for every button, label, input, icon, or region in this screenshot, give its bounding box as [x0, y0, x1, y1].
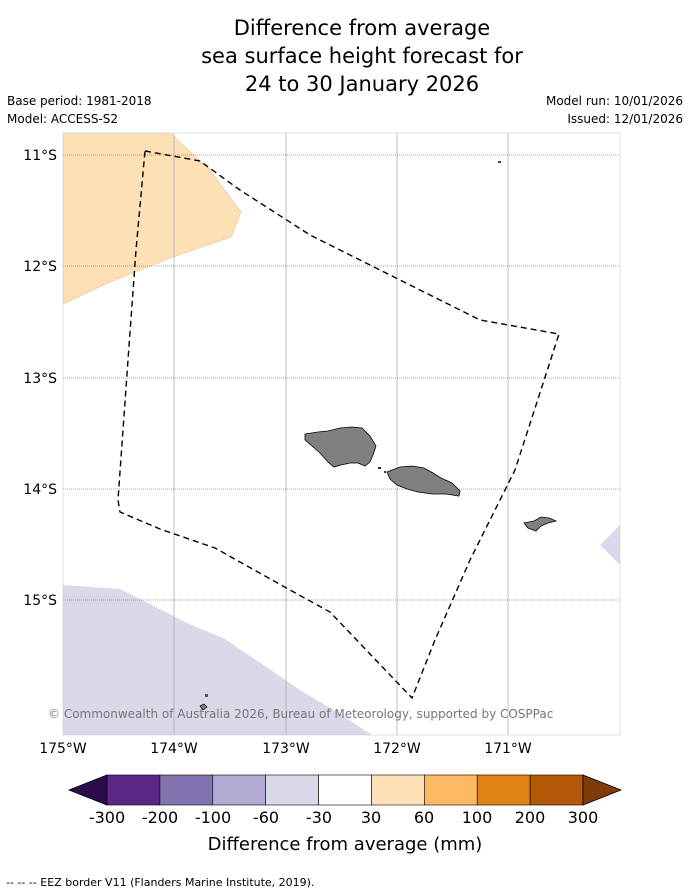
colorbar-segment [529, 774, 584, 806]
manono-islet [378, 467, 381, 469]
colorbar-ticks: -300 -200 -100 -60 -30 30 60 100 200 300 [89, 808, 598, 827]
title-line-2: sea surface height forecast for [201, 44, 523, 68]
map-frame [62, 132, 621, 736]
colorbar-extend-min [67, 774, 108, 806]
lat-label-11s: 11°S [23, 148, 57, 164]
negative-anomaly-region [63, 585, 372, 735]
lon-label-175w: 175°W [39, 741, 87, 757]
cbar-tick: 100 [462, 808, 493, 827]
cbar-tick: 60 [414, 808, 434, 827]
lon-label-172w: 172°W [373, 741, 421, 757]
colorbar-segment [212, 774, 266, 806]
lat-label-15s: 15°S [23, 593, 57, 609]
colorbar-segments [106, 774, 584, 806]
cbar-tick: -100 [195, 808, 231, 827]
eez-footnote: -- -- -- EEZ border V11 (Flanders Marine… [6, 876, 315, 889]
cbar-tick: 300 [568, 808, 599, 827]
title-line-3: 24 to 30 January 2026 [244, 72, 480, 96]
cbar-tick: -300 [89, 808, 125, 827]
lon-label-174w: 174°W [150, 741, 198, 757]
title-line-1: Difference from average [233, 16, 491, 40]
lon-label-171w: 171°W [484, 741, 532, 757]
positive-anomaly-region [63, 133, 242, 305]
lat-label-13s: 13°S [23, 371, 57, 387]
model-text: Model: ACCESS-S2 [7, 112, 119, 126]
lat-label-14s: 14°S [23, 482, 57, 498]
tutuila-island [523, 516, 558, 532]
base-period-text: Base period: 1981-2018 [7, 94, 152, 108]
lon-label-173w: 173°W [262, 741, 310, 757]
colorbar-segment [159, 774, 214, 806]
cbar-tick: 30 [361, 808, 381, 827]
colorbar-segment [476, 774, 531, 806]
southern-islet [199, 703, 208, 711]
copyright-text: © Commonwealth of Australia 2026, Bureau… [48, 707, 553, 721]
cbar-tick: -200 [142, 808, 178, 827]
colorbar-segment [265, 774, 319, 806]
apolima-islet [384, 471, 386, 473]
longitude-gridlines [173, 133, 509, 735]
cbar-tick: 200 [515, 808, 546, 827]
upolu-island [386, 465, 461, 497]
savaii-island [304, 426, 377, 468]
colorbar-segment [371, 774, 425, 806]
colorbar-segment [106, 774, 161, 806]
longitude-labels: 175°W 174°W 173°W 172°W 171°W [39, 741, 532, 757]
colorbar: -300 -200 -100 -60 -30 30 60 100 200 300… [67, 774, 623, 855]
rose-atoll-islet [498, 161, 501, 163]
model-run-text: Model run: 10/01/2026 [545, 94, 683, 108]
latitude-labels: 11°S 12°S 13°S 14°S 15°S [23, 148, 57, 609]
colorbar-segment [424, 774, 478, 806]
colorbar-segment [318, 774, 372, 806]
map-area [63, 133, 620, 735]
southern-islet-small [205, 694, 208, 697]
lat-label-12s: 12°S [23, 259, 57, 275]
negative-anomaly-region-east [600, 525, 620, 565]
latitude-gridlines [63, 154, 620, 601]
cbar-tick: -60 [253, 808, 279, 827]
eez-border [117, 150, 560, 700]
map-title: Difference from average sea surface heig… [0, 14, 690, 98]
colorbar-label: Difference from average (mm) [208, 834, 483, 855]
colorbar-extend-max [582, 774, 623, 806]
issued-text: Issued: 12/01/2026 [567, 112, 683, 126]
cbar-tick: -30 [306, 808, 332, 827]
